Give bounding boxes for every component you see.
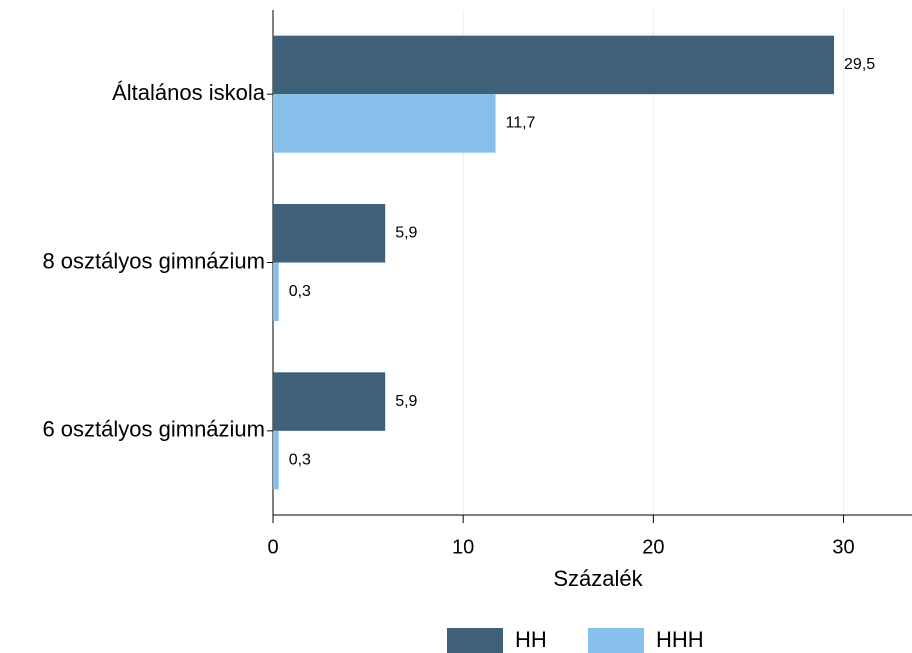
bar — [273, 372, 386, 431]
value-label: 0,3 — [289, 283, 311, 300]
legend-label: HH — [515, 627, 547, 652]
x-tick-label: 0 — [267, 536, 278, 558]
bar — [273, 262, 279, 321]
value-label: 29,5 — [844, 56, 875, 73]
x-tick-label: 10 — [452, 536, 474, 558]
value-label: 5,9 — [395, 224, 417, 241]
bar — [273, 35, 835, 95]
y-tick-label: 6 osztályos gimnázium — [42, 417, 265, 442]
legend-swatch — [447, 628, 503, 653]
x-tick-label: 30 — [832, 536, 854, 558]
y-tick-label: Általános iskola — [112, 80, 266, 105]
bar — [273, 430, 279, 490]
value-label: 0,3 — [289, 451, 311, 468]
x-axis-title: Százalék — [553, 566, 643, 591]
legend-label: HHH — [656, 627, 704, 652]
legend-swatch — [588, 628, 644, 653]
bar — [273, 204, 386, 263]
bar — [273, 94, 496, 153]
y-tick-label: 8 osztályos gimnázium — [42, 248, 265, 273]
x-tick-label: 20 — [642, 536, 664, 558]
value-label: 5,9 — [395, 393, 417, 410]
value-label: 11,7 — [506, 115, 536, 132]
